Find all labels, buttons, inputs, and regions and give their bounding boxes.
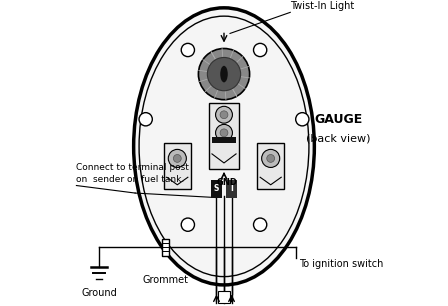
Bar — [211, 180, 222, 198]
Circle shape — [139, 113, 152, 126]
Circle shape — [220, 129, 228, 137]
Ellipse shape — [134, 8, 314, 285]
Text: Twist-In Light: Twist-In Light — [290, 2, 354, 11]
Text: Ground: Ground — [81, 288, 117, 298]
Text: S: S — [214, 184, 219, 193]
Bar — [162, 239, 168, 256]
Circle shape — [254, 218, 267, 231]
Circle shape — [173, 155, 181, 162]
Text: GND: GND — [216, 178, 237, 187]
Circle shape — [296, 113, 309, 126]
Circle shape — [181, 43, 194, 57]
Circle shape — [181, 218, 194, 231]
Circle shape — [215, 124, 233, 141]
Bar — [164, 143, 191, 189]
Circle shape — [254, 43, 267, 57]
Circle shape — [267, 155, 275, 162]
Text: I: I — [230, 184, 233, 193]
Circle shape — [215, 106, 233, 123]
Bar — [212, 137, 236, 143]
Text: To ignition switch: To ignition switch — [299, 259, 383, 269]
Circle shape — [207, 58, 241, 91]
Ellipse shape — [220, 66, 228, 82]
Bar — [226, 180, 237, 198]
Text: GAUGE: GAUGE — [314, 113, 362, 126]
Circle shape — [198, 48, 250, 100]
Bar — [209, 103, 239, 169]
Circle shape — [168, 149, 186, 167]
Bar — [257, 143, 284, 189]
Text: (back view): (back view) — [306, 134, 370, 144]
Text: Grommet: Grommet — [142, 275, 188, 285]
Text: Connect to terminal post
on  sender on fuel tank.: Connect to terminal post on sender on fu… — [77, 163, 190, 184]
Circle shape — [220, 111, 228, 119]
Bar — [218, 291, 230, 303]
Circle shape — [262, 149, 280, 167]
